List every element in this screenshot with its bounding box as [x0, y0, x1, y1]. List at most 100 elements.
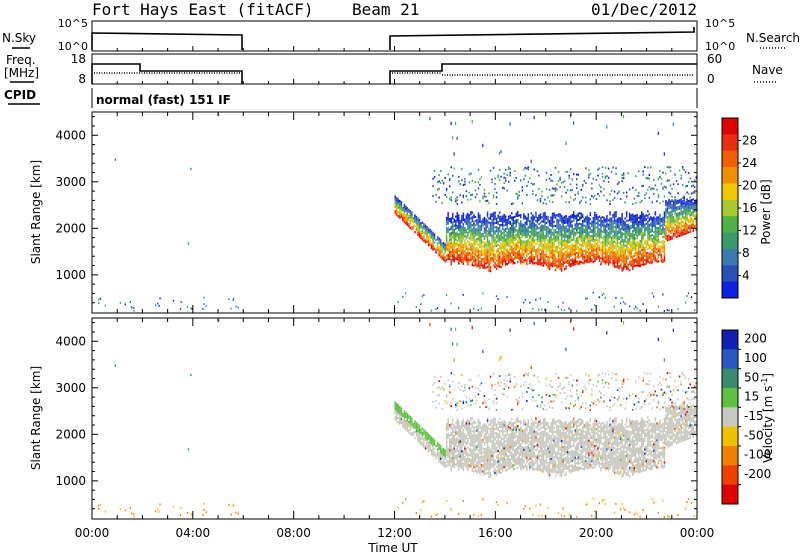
power-echo	[659, 176, 661, 178]
power-echo	[692, 225, 694, 228]
power-echo	[441, 257, 443, 260]
power-echo	[488, 229, 490, 232]
power-echo	[627, 223, 629, 226]
power-echo	[653, 241, 655, 244]
power-echo	[621, 252, 623, 255]
power-echo	[541, 249, 543, 252]
power-echo	[500, 242, 502, 245]
power-echo	[644, 194, 646, 196]
power-echo	[435, 249, 437, 252]
power-echo	[498, 261, 501, 264]
power-echo	[545, 259, 548, 262]
velocity-echo	[438, 456, 440, 459]
velocity-echo	[465, 428, 468, 431]
power-echo	[648, 236, 651, 239]
velocity-echo	[450, 467, 452, 470]
power-echo	[532, 247, 534, 250]
power-echo	[514, 245, 516, 248]
power-echo	[458, 256, 460, 259]
power-echo	[445, 242, 448, 245]
power-echo	[538, 231, 540, 234]
power-echo	[654, 242, 657, 245]
power-echo	[583, 243, 586, 246]
power-echo	[449, 218, 451, 221]
velocity-echo	[424, 447, 427, 450]
power-echo	[464, 231, 466, 234]
power-echo	[486, 257, 489, 260]
power-echo	[515, 254, 517, 257]
power-echo	[671, 199, 673, 201]
power-echo	[228, 298, 230, 300]
power-echo	[579, 247, 581, 250]
power-echo	[497, 174, 499, 177]
power-echo	[672, 203, 675, 206]
power-echo	[573, 259, 575, 262]
power-echo	[671, 225, 673, 228]
power-echo	[598, 167, 601, 170]
power-echo	[571, 245, 573, 248]
velocity-echo	[476, 439, 478, 442]
power-echo	[668, 213, 670, 216]
power-echo	[559, 186, 561, 188]
power-echo	[690, 296, 693, 299]
power-echo	[506, 174, 508, 176]
power-echo	[203, 296, 205, 299]
power-echo	[536, 233, 539, 236]
velocity-echo	[470, 433, 472, 436]
power-echo	[550, 194, 552, 197]
power-echo	[550, 243, 552, 246]
power-echo	[677, 235, 679, 238]
power-echo	[535, 226, 537, 229]
power-echo	[467, 250, 469, 253]
power-echo	[645, 239, 648, 242]
power-echo	[470, 225, 472, 228]
power-echo	[573, 261, 575, 264]
power-echo	[553, 237, 555, 240]
power-echo	[635, 252, 637, 255]
power-echo	[542, 216, 545, 219]
power-echo	[470, 198, 472, 201]
power-echo	[518, 229, 520, 232]
power-echo	[536, 250, 539, 253]
power-echo	[453, 239, 455, 242]
power-echo	[557, 221, 560, 224]
power-echo	[394, 197, 396, 200]
power-echo	[539, 255, 542, 258]
power-echo	[517, 256, 519, 259]
velocity-echo	[435, 457, 437, 460]
power-echo	[642, 219, 644, 222]
power-echo	[627, 265, 629, 268]
power-echo	[559, 265, 561, 268]
power-echo	[429, 233, 431, 236]
power-echo	[548, 200, 551, 203]
power-echo	[674, 230, 676, 233]
power-echo	[464, 258, 466, 261]
power-echo	[604, 262, 607, 265]
power-echo	[674, 203, 676, 206]
velocity-echo	[473, 455, 475, 458]
power-echo	[467, 233, 469, 236]
power-echo	[612, 253, 614, 256]
power-echo	[580, 240, 582, 243]
power-echo	[624, 253, 626, 256]
velocity-echo	[453, 358, 455, 362]
power-echo	[594, 245, 596, 248]
velocity-echo	[447, 432, 449, 435]
power-echo	[498, 234, 501, 237]
velocity-echo	[426, 438, 428, 441]
velocity-echo	[447, 449, 449, 452]
power-echo	[633, 252, 635, 255]
velocity-echo	[421, 438, 424, 441]
power-echo	[633, 221, 635, 224]
power-echo	[582, 245, 584, 248]
power-echo	[576, 231, 578, 234]
velocity-echo	[473, 457, 475, 460]
power-echo	[660, 260, 663, 263]
velocity-echo	[452, 380, 454, 383]
power-echo	[432, 231, 434, 234]
power-echo	[684, 220, 687, 223]
power-echo	[586, 221, 589, 224]
power-echo	[654, 251, 657, 254]
power-echo	[687, 221, 690, 224]
power-echo	[632, 232, 634, 235]
